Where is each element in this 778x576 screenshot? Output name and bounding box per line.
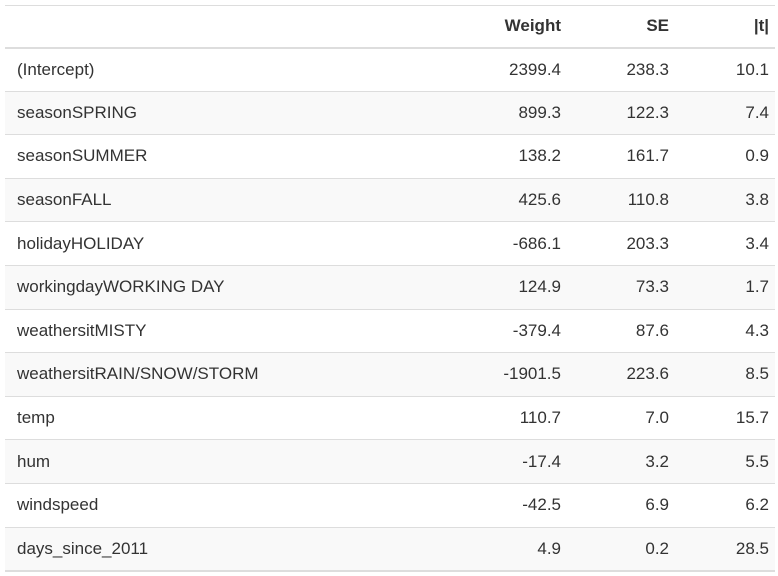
cell-weight: 425.6 (405, 178, 567, 223)
cell-se: 0.2 (567, 527, 675, 572)
table-row: seasonSUMMER 138.2 161.7 0.9 (5, 134, 775, 179)
cell-se: 73.3 (567, 265, 675, 310)
cell-t: 7.4 (675, 91, 775, 136)
cell-term: days_since_2011 (5, 527, 405, 572)
header-weight: Weight (405, 5, 567, 49)
table-row: weathersitRAIN/SNOW/STORM -1901.5 223.6 8.5 (5, 352, 775, 397)
table-row: weathersitMISTY -379.4 87.6 4.3 (5, 309, 775, 354)
cell-t: 3.4 (675, 221, 775, 266)
cell-term: windspeed (5, 483, 405, 528)
cell-se: 122.3 (567, 91, 675, 136)
cell-se: 6.9 (567, 483, 675, 528)
cell-t: 6.2 (675, 483, 775, 528)
table-row: (Intercept) 2399.4 238.3 10.1 (5, 47, 775, 92)
cell-term: (Intercept) (5, 47, 405, 92)
table-row: seasonSPRING 899.3 122.3 7.4 (5, 91, 775, 136)
table-row: workingdayWORKING DAY 124.9 73.3 1.7 (5, 265, 775, 310)
cell-term: weathersitRAIN/SNOW/STORM (5, 352, 405, 397)
cell-se: 3.2 (567, 439, 675, 484)
cell-weight: -379.4 (405, 309, 567, 354)
table-header-row: Weight SE |t| (5, 5, 775, 49)
cell-weight: 899.3 (405, 91, 567, 136)
cell-t: 1.7 (675, 265, 775, 310)
regression-weights-table: Weight SE |t| (Intercept) 2399.4 238.3 10.1… (5, 5, 775, 572)
cell-weight: -686.1 (405, 221, 567, 266)
cell-weight: 124.9 (405, 265, 567, 310)
cell-weight: 2399.4 (405, 47, 567, 92)
cell-term: seasonSPRING (5, 91, 405, 136)
table-row: days_since_2011 4.9 0.2 28.5 (5, 527, 775, 572)
regression-table-container: Weight SE |t| (Intercept) 2399.4 238.3 10.1… (5, 5, 775, 572)
cell-weight: 110.7 (405, 396, 567, 441)
cell-se: 87.6 (567, 309, 675, 354)
cell-term: hum (5, 439, 405, 484)
cell-term: holidayHOLIDAY (5, 221, 405, 266)
cell-t: 28.5 (675, 527, 775, 572)
cell-term: weathersitMISTY (5, 309, 405, 354)
header-t: |t| (675, 5, 775, 49)
table-row: seasonFALL 425.6 110.8 3.8 (5, 178, 775, 223)
cell-se: 203.3 (567, 221, 675, 266)
cell-t: 15.7 (675, 396, 775, 441)
cell-t: 3.8 (675, 178, 775, 223)
cell-se: 7.0 (567, 396, 675, 441)
cell-se: 161.7 (567, 134, 675, 179)
table-row: temp 110.7 7.0 15.7 (5, 396, 775, 441)
header-term (5, 5, 405, 49)
cell-term: temp (5, 396, 405, 441)
cell-term: seasonSUMMER (5, 134, 405, 179)
cell-se: 223.6 (567, 352, 675, 397)
cell-se: 110.8 (567, 178, 675, 223)
cell-weight: -42.5 (405, 483, 567, 528)
cell-t: 4.3 (675, 309, 775, 354)
cell-weight: -1901.5 (405, 352, 567, 397)
table-body: (Intercept) 2399.4 238.3 10.1 seasonSPRING 89… (5, 47, 775, 572)
cell-term: workingdayWORKING DAY (5, 265, 405, 310)
header-se: SE (567, 5, 675, 49)
table-row: windspeed -42.5 6.9 6.2 (5, 483, 775, 528)
cell-t: 10.1 (675, 47, 775, 92)
cell-se: 238.3 (567, 47, 675, 92)
table-row: hum -17.4 3.2 5.5 (5, 439, 775, 484)
table-row: holidayHOLIDAY -686.1 203.3 3.4 (5, 221, 775, 266)
cell-t: 0.9 (675, 134, 775, 179)
cell-weight: -17.4 (405, 439, 567, 484)
cell-weight: 4.9 (405, 527, 567, 572)
cell-term: seasonFALL (5, 178, 405, 223)
cell-t: 5.5 (675, 439, 775, 484)
cell-t: 8.5 (675, 352, 775, 397)
cell-weight: 138.2 (405, 134, 567, 179)
